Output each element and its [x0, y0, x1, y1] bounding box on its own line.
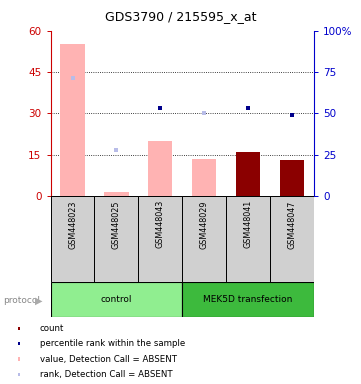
- Point: [113, 147, 119, 153]
- Bar: [51, 196, 95, 282]
- Text: GSM448023: GSM448023: [68, 200, 77, 248]
- Bar: [60, 45, 84, 196]
- Text: rank, Detection Call = ABSENT: rank, Detection Call = ABSENT: [40, 370, 173, 379]
- Text: GSM448041: GSM448041: [244, 200, 253, 248]
- Bar: [18, 358, 20, 361]
- Text: control: control: [101, 295, 132, 304]
- Point: [70, 75, 75, 81]
- Text: ▶: ▶: [35, 295, 43, 305]
- Text: MEK5D transfection: MEK5D transfection: [204, 295, 293, 304]
- Bar: [18, 342, 20, 345]
- Text: GSM448047: GSM448047: [288, 200, 297, 248]
- Bar: [138, 196, 182, 282]
- Bar: [270, 196, 314, 282]
- Bar: [148, 141, 173, 196]
- Point: [157, 105, 163, 111]
- Text: GSM448025: GSM448025: [112, 200, 121, 249]
- Bar: [182, 196, 226, 282]
- Bar: [192, 159, 216, 196]
- Bar: [18, 327, 20, 330]
- Text: GSM448043: GSM448043: [156, 200, 165, 248]
- Bar: [18, 373, 20, 376]
- Text: value, Detection Call = ABSENT: value, Detection Call = ABSENT: [40, 354, 177, 364]
- Bar: [51, 282, 182, 317]
- Bar: [95, 196, 138, 282]
- Text: GSM448029: GSM448029: [200, 200, 209, 249]
- Text: GDS3790 / 215595_x_at: GDS3790 / 215595_x_at: [105, 10, 256, 23]
- Point: [245, 105, 251, 111]
- Text: count: count: [40, 324, 64, 333]
- Point: [201, 110, 207, 116]
- Text: percentile rank within the sample: percentile rank within the sample: [40, 339, 185, 348]
- Text: protocol: protocol: [3, 296, 40, 305]
- Bar: [226, 196, 270, 282]
- Point: [289, 111, 295, 118]
- Bar: [104, 192, 129, 196]
- Bar: [182, 282, 314, 317]
- Bar: [236, 152, 260, 196]
- Bar: [280, 160, 304, 196]
